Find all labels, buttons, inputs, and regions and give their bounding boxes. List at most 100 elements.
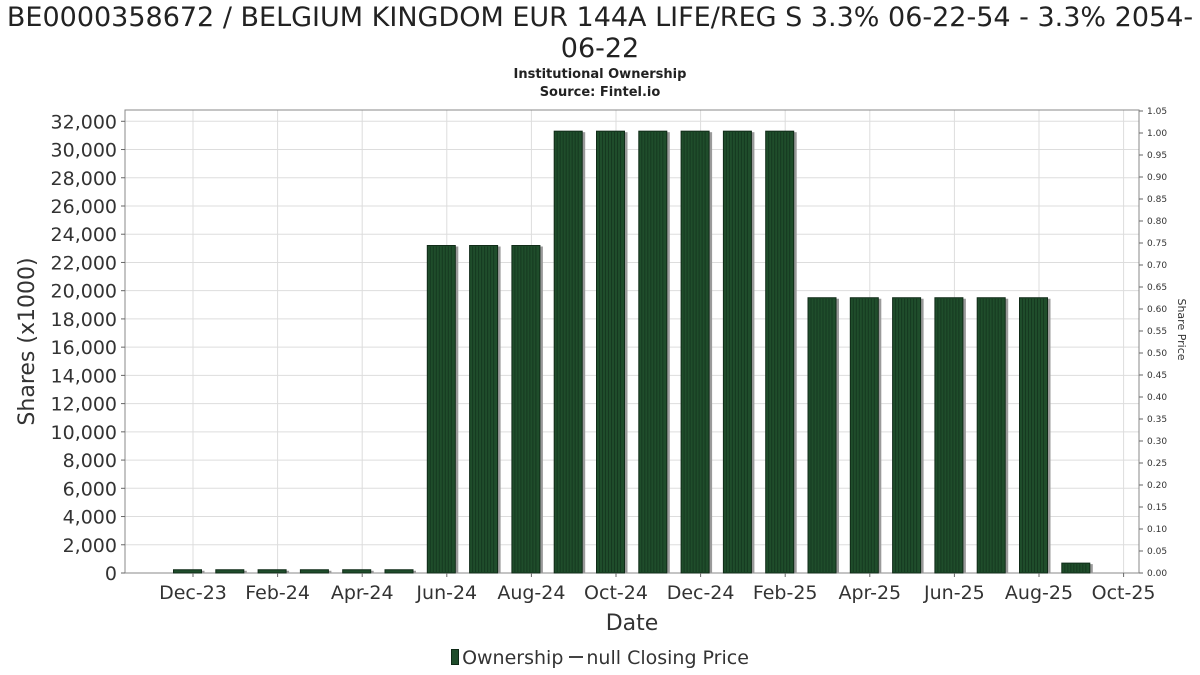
bar-body: [342, 569, 372, 574]
ownership-bar: [892, 297, 924, 574]
y2-tick-label: 0.60: [1147, 305, 1167, 315]
ownership-bar: [596, 130, 628, 574]
bar-body: [976, 297, 1006, 574]
bar-body: [849, 297, 879, 574]
ownership-bar: [384, 569, 416, 574]
y2-tick-label: 0.95: [1147, 151, 1167, 161]
bar-body: [511, 245, 541, 574]
bar-body: [257, 569, 287, 574]
ownership-bar: [173, 569, 205, 574]
y2-tick-label: 1.05: [1147, 107, 1167, 117]
bar-body: [299, 569, 329, 574]
x-tick-label: Oct-25: [1092, 582, 1156, 604]
ownership-bar: [553, 130, 586, 574]
price-swatch: [569, 656, 584, 658]
ownership-bar: [1019, 297, 1051, 574]
bar-body: [807, 297, 837, 574]
y2-tick-label: 0.40: [1147, 393, 1167, 403]
y2-tick-label: 0.80: [1147, 217, 1167, 227]
y-tick-label: 10,000: [51, 422, 117, 444]
ownership-bar: [426, 245, 459, 574]
y2-tick-label: 0.15: [1147, 503, 1167, 513]
y-axis-ticks: 0 2,000 4,000 6,000 8,000 10,000 12,000 14,000 1…: [51, 111, 125, 585]
bar-body: [469, 245, 499, 574]
ownership-bar: [680, 130, 713, 574]
ownership-bar: [469, 245, 501, 574]
y2-axis-ticks: 0.00 0.05 0.10 0.15 0.20 0.25 0.30 0.35 0.40 0.45…: [1139, 107, 1167, 579]
x-tick-label: Apr-25: [838, 582, 901, 604]
y-tick-label: 18,000: [51, 309, 117, 331]
y2-tick-label: 0.25: [1147, 459, 1167, 469]
y2-tick-label: 0.35: [1147, 415, 1167, 425]
bar-body: [1019, 297, 1048, 574]
ownership-bar: [976, 297, 1009, 574]
bar-body: [638, 130, 668, 574]
x-axis-ticks: Dec-23 Feb-24 Apr-24 Jun-24 Aug-24 Oct-24 Dec-…: [159, 573, 1156, 604]
bar-body: [384, 569, 414, 574]
ownership-bar: [215, 569, 247, 574]
bar-body: [680, 130, 710, 574]
x-tick-label: Oct-24: [584, 582, 648, 604]
chart-title: BE0000358672 / BELGIUM KINGDOM EUR 144A …: [6, 2, 1194, 64]
y2-tick-label: 0.85: [1147, 195, 1167, 205]
bar-body: [1061, 562, 1091, 574]
ownership-bar: [1061, 562, 1093, 574]
bar-body: [934, 297, 964, 574]
x-tick-label: Aug-25: [1005, 582, 1073, 604]
y-tick-label: 16,000: [51, 337, 117, 359]
x-tick-label: Feb-25: [753, 582, 818, 604]
x-tick-label: Jun-25: [923, 582, 985, 604]
bar-body: [426, 245, 456, 574]
y2-tick-label: 0.45: [1147, 371, 1167, 381]
bars: [173, 130, 1093, 574]
y2-tick-label: 0.70: [1147, 261, 1167, 271]
y-tick-label: 32,000: [51, 111, 117, 133]
y-tick-label: 28,000: [51, 168, 117, 190]
bar-body: [553, 130, 583, 574]
x-tick-label: Aug-24: [497, 582, 565, 604]
ownership-bar: [934, 297, 966, 574]
y-tick-label: 24,000: [51, 224, 117, 246]
ownership-bar: [511, 245, 543, 574]
y2-tick-label: 0.20: [1147, 481, 1167, 491]
y-tick-label: 14,000: [51, 365, 117, 387]
x-tick-label: Dec-23: [159, 582, 227, 604]
bar-body: [173, 569, 202, 574]
ownership-bar: [722, 130, 755, 574]
y2-tick-label: 0.65: [1147, 283, 1167, 293]
y2-tick-label: 0.90: [1147, 173, 1167, 183]
ownership-bar: [807, 297, 839, 574]
y-tick-label: 20,000: [51, 281, 117, 303]
ownership-bar: [342, 569, 374, 574]
x-tick-label: Jun-24: [415, 582, 477, 604]
bar-body: [215, 569, 245, 574]
ownership-swatch: [451, 649, 460, 665]
x-axis-label: Date: [606, 611, 659, 636]
chart-subtitle: Institutional Ownership: [513, 67, 687, 82]
y-axis-label: Shares (x1000): [15, 257, 40, 425]
y-tick-label: 0: [105, 563, 117, 585]
ownership-bar: [257, 569, 290, 574]
y-tick-label: 30,000: [51, 140, 117, 162]
x-tick-label: Feb-24: [245, 582, 310, 604]
y2-tick-label: 0.50: [1147, 349, 1167, 359]
y-tick-label: 2,000: [63, 535, 117, 557]
y2-axis-label: Share Price: [1175, 298, 1188, 360]
y-tick-label: 6,000: [63, 478, 117, 500]
chart-source: Source: Fintel.io: [539, 85, 661, 100]
x-tick-label: Dec-24: [667, 582, 735, 604]
y-tick-label: 22,000: [51, 252, 117, 274]
bar-body: [596, 130, 625, 574]
y-tick-label: 26,000: [51, 196, 117, 218]
x-tick-label: Apr-24: [331, 582, 394, 604]
ownership-bar: [849, 297, 882, 574]
y-tick-label: 12,000: [51, 394, 117, 416]
y2-tick-label: 0.55: [1147, 327, 1167, 337]
bar-body: [892, 297, 922, 574]
legend-ownership: Ownership: [462, 647, 564, 669]
y2-tick-label: 0.10: [1147, 525, 1167, 535]
legend-price: null Closing Price: [586, 647, 749, 669]
y2-tick-label: 0.05: [1147, 547, 1167, 557]
grid-lines: [125, 110, 1139, 574]
